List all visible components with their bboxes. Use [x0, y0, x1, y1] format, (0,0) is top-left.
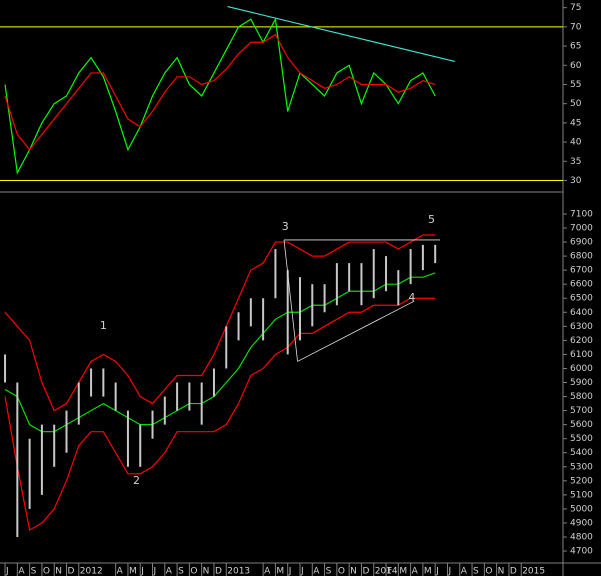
y-tick-label: 5300 — [570, 462, 593, 472]
y-tick-label: 5800 — [570, 392, 593, 402]
y-tick-label: 40 — [570, 138, 582, 148]
y-tick-label: 4900 — [570, 518, 593, 528]
x-tick-label: M — [424, 567, 432, 576]
x-tick-label: S — [326, 567, 332, 576]
y-tick-label: 70 — [570, 22, 582, 32]
band-line — [4, 234, 436, 412]
x-tick-label: 2013 — [227, 567, 250, 576]
y-tick-label: 50 — [570, 99, 582, 109]
x-tick-label: O — [190, 567, 197, 576]
band-line — [4, 272, 436, 433]
y-tick-label: 5000 — [570, 504, 593, 514]
y-tick-label: 5400 — [570, 448, 593, 458]
x-tick-label: J — [447, 567, 451, 576]
y-tick-label: 5100 — [570, 490, 593, 500]
annotation: 4 — [408, 291, 415, 304]
x-tick-label: S — [178, 567, 184, 576]
x-tick-label: J — [140, 567, 144, 576]
y-tick-label: 5700 — [570, 406, 593, 416]
x-tick-label: J — [153, 567, 157, 576]
annotation: 5 — [428, 213, 435, 226]
y-tick-label: 5900 — [570, 378, 593, 388]
x-tick-label: F — [387, 567, 392, 576]
x-tick-label: O — [485, 567, 492, 576]
x-tick-label: A — [313, 567, 320, 576]
x-tick-label: 2015 — [522, 567, 545, 576]
y-tick-label: 6600 — [570, 280, 593, 290]
y-tick-label: 60 — [570, 61, 582, 71]
y-tick-label: 6900 — [570, 238, 593, 248]
series-line — [4, 17, 436, 175]
x-tick-label: A — [264, 567, 271, 576]
y-tick-label: 4800 — [570, 533, 593, 543]
x-tick-label: S — [31, 567, 37, 576]
y-tick-label: 7000 — [570, 224, 593, 234]
x-tick-label: O — [338, 567, 345, 576]
annotation: 3 — [282, 220, 289, 233]
band-line — [4, 297, 436, 531]
x-tick-label: A — [166, 567, 173, 576]
x-tick-label: A — [18, 567, 25, 576]
series-line — [4, 33, 436, 151]
x-tick-label: M — [276, 567, 284, 576]
x-tick-label: J — [435, 567, 439, 576]
y-tick-label: 65 — [570, 42, 581, 52]
x-tick-label: M — [129, 567, 137, 576]
x-tick-label: N — [350, 567, 357, 576]
y-tick-label: 6700 — [570, 266, 593, 276]
x-tick-label: S — [473, 567, 479, 576]
y-tick-label: 5600 — [570, 420, 593, 430]
x-tick-label: M — [399, 567, 407, 576]
y-tick-label: 45 — [570, 118, 581, 128]
y-tick-label: 6400 — [570, 308, 593, 318]
x-tick-label: N — [203, 567, 210, 576]
x-tick-label: A — [117, 567, 124, 576]
x-tick-label: D — [215, 567, 222, 576]
y-tick-label: 55 — [570, 80, 581, 90]
trend-line — [297, 300, 415, 362]
x-tick-label: A — [461, 567, 468, 576]
y-tick-label: 5200 — [570, 476, 593, 486]
y-tick-label: 4700 — [570, 547, 593, 557]
trend-line — [283, 239, 298, 362]
x-tick-label: J — [300, 567, 304, 576]
x-tick-label: 2012 — [80, 567, 103, 576]
x-tick-label: N — [55, 567, 62, 576]
y-tick-label: 6100 — [570, 350, 593, 360]
x-tick-label: A — [412, 567, 419, 576]
y-tick-label: 35 — [570, 157, 581, 167]
x-tick-label: D — [362, 567, 369, 576]
y-tick-label: 75 — [570, 3, 581, 13]
y-tick-label: 6200 — [570, 336, 593, 346]
x-tick-label: O — [43, 567, 50, 576]
y-tick-label: 6800 — [570, 252, 593, 262]
y-tick-label: 5500 — [570, 434, 593, 444]
x-tick-label: J — [288, 567, 292, 576]
x-tick-label: N — [498, 567, 505, 576]
y-tick-label: 6000 — [570, 364, 593, 374]
trend-line — [227, 5, 455, 63]
y-tick-label: 7100 — [570, 209, 593, 219]
x-tick-label: D — [67, 567, 74, 576]
x-tick-label: J — [5, 567, 9, 576]
annotation: 2 — [133, 474, 140, 487]
y-tick-label: 30 — [570, 176, 582, 186]
x-tick-label: D — [510, 567, 517, 576]
annotation: 1 — [100, 319, 107, 332]
y-tick-label: 6500 — [570, 294, 593, 304]
y-tick-label: 6300 — [570, 322, 593, 332]
